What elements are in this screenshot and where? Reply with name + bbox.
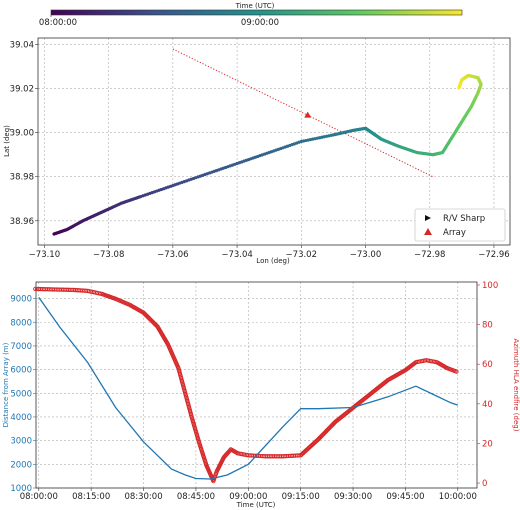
distance-y-tick-label: 1000 xyxy=(10,484,32,494)
time-x-tick-label: 09:00:00 xyxy=(229,492,267,502)
time-x-tick-label: 09:15:00 xyxy=(282,492,320,502)
legend-ship-marker xyxy=(425,215,431,221)
azimuth-y-label: Azimuth HLA endfire (deg) xyxy=(512,339,520,432)
track-y-tick-label: 39.00 xyxy=(10,129,34,139)
azimuth-point xyxy=(454,369,459,374)
legend: R/V Sharp Array xyxy=(414,208,506,242)
azimuth-y-tick-label: 100 xyxy=(482,281,498,291)
distance-y-tick-label: 9000 xyxy=(10,295,32,305)
time-x-tick-label: 09:30:00 xyxy=(334,492,372,502)
colorbar-tick-1: 09:00:00 xyxy=(241,18,279,28)
azimuth-y-tick-label: 0 xyxy=(482,479,487,489)
time-x-tick-label: 08:30:00 xyxy=(124,492,162,502)
array-endfire-line xyxy=(172,48,434,178)
legend-entry-ship: R/V Sharp xyxy=(443,214,485,224)
azimuth-y-tick-label: 40 xyxy=(482,400,493,410)
time-plot-frame xyxy=(35,281,478,489)
distance-y-tick-label: 3000 xyxy=(10,437,32,447)
azimuth-y-tick-label: 80 xyxy=(482,321,493,331)
distance-y-tick-label: 7000 xyxy=(10,342,32,352)
track-x-label: Lon (deg) xyxy=(256,257,290,265)
azimuth-series xyxy=(33,286,459,484)
track-x-tick-label: −73.06 xyxy=(157,250,188,260)
track-x-tick-label: −72.96 xyxy=(478,250,509,260)
distance-y-tick-label: 5000 xyxy=(10,389,32,399)
distance-series xyxy=(38,297,459,480)
track-y-tick-label: 38.96 xyxy=(10,217,34,227)
legend-box xyxy=(414,208,506,242)
track-x-tick-label: −73.00 xyxy=(350,250,381,260)
legend-array-marker xyxy=(424,228,432,235)
track-x-ticks: −73.10 −73.08 −73.06 −73.04 −73.02 −73.00 −72.… xyxy=(29,245,510,260)
time-x-label: Time (UTC) xyxy=(236,501,276,509)
array-marker xyxy=(304,111,312,118)
time-x-tick-label: 10:00:00 xyxy=(439,492,477,502)
legend-entry-array: Array xyxy=(443,228,466,238)
colorbar: Time (UTC) 08:00:00 09:00:00 xyxy=(39,2,463,28)
track-y-tick-label: 39.04 xyxy=(10,41,34,51)
distance-y-tick-label: 2000 xyxy=(10,460,32,470)
distance-azimuth-panel: 08:00:00 08:15:00 08:30:00 08:45:00 09:00:00… xyxy=(2,281,520,509)
distance-y-tick-label: 4000 xyxy=(10,413,32,423)
time-x-ticks: 08:00:00 08:15:00 08:30:00 08:45:00 09:00:00… xyxy=(20,488,477,502)
track-y-ticks: 38.96 38.98 39.00 39.02 39.04 xyxy=(10,41,38,227)
time-x-tick-label: 08:15:00 xyxy=(72,492,110,502)
track-x-tick-label: −73.04 xyxy=(221,250,252,260)
track-plot-frame xyxy=(37,37,511,246)
track-y-tick-label: 38.98 xyxy=(10,173,34,183)
distance-y-tick-label: 6000 xyxy=(10,366,32,376)
track-y-tick-label: 39.02 xyxy=(10,85,34,95)
time-x-tick-label: 08:00:00 xyxy=(20,492,58,502)
distance-y-label: Distance from Array (m) xyxy=(2,342,10,427)
distance-y-ticks: 1000 2000 3000 4000 5000 6000 7000 8000 9000 xyxy=(10,295,36,494)
track-x-tick-label: −73.02 xyxy=(286,250,317,260)
azimuth-y-ticks: 0 20 40 60 80 100 xyxy=(477,281,498,489)
colorbar-label: Time (UTC) xyxy=(235,2,275,10)
track-y-label: Lat (deg) xyxy=(3,125,11,157)
track-x-tick-label: −73.10 xyxy=(29,250,60,260)
colorbar-tick-0: 08:00:00 xyxy=(39,18,77,28)
azimuth-y-tick-label: 20 xyxy=(482,439,493,449)
track-point xyxy=(457,86,461,90)
azimuth-y-tick-label: 60 xyxy=(482,360,493,370)
ship-track xyxy=(52,73,483,236)
colorbar-bar xyxy=(50,9,463,16)
time-x-tick-label: 09:45:00 xyxy=(386,492,424,502)
track-x-tick-label: −73.08 xyxy=(93,250,124,260)
track-panel: −73.10 −73.08 −73.06 −73.04 −73.02 −73.00 −72.… xyxy=(3,37,511,265)
track-x-tick-label: −72.98 xyxy=(414,250,445,260)
time-x-tick-label: 08:45:00 xyxy=(177,492,215,502)
distance-y-tick-label: 8000 xyxy=(10,318,32,328)
